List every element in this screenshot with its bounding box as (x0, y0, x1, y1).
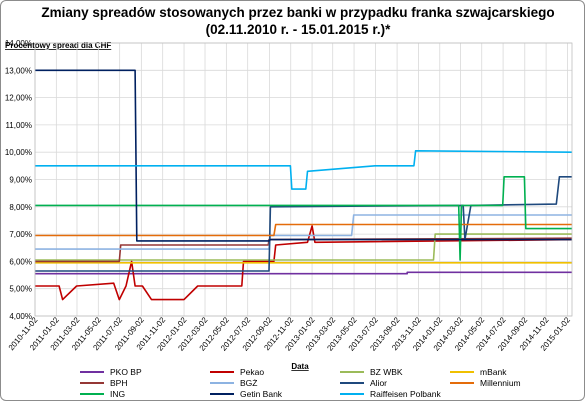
legend-label: BPH (110, 378, 127, 388)
axes: 14,00% 13,00% 12,00% 11,00% 10,00% 9,00% 8,00%… (5, 39, 573, 353)
legend-label: BZ WBK (370, 367, 403, 377)
series-line (35, 271, 572, 275)
y-tick-label: 12,00% (5, 94, 32, 103)
legend-label: mBank (480, 367, 507, 377)
y-tick-label: 8,00% (9, 203, 32, 212)
series-line (35, 223, 572, 237)
legend-label: Millennium (480, 378, 521, 388)
series-line (35, 150, 573, 190)
legend-label: Raiffeisen Polbank (370, 389, 441, 399)
grid (34, 42, 572, 317)
series-line (35, 225, 573, 301)
y-tick-label: 5,00% (9, 285, 32, 294)
legend-label: BGŻ (240, 378, 257, 388)
legend: PKO BP Pekao BZ WBK mBank BPH BGŻ Alior Millenn… (80, 367, 521, 399)
plot-border (34, 42, 573, 317)
legend-label: Alior (370, 378, 387, 388)
x-axis-label: Data (291, 362, 309, 371)
y-tick-label: 6,00% (9, 257, 32, 266)
y-axis-label: Procentowy spread dla CHF (5, 41, 111, 50)
series-line (35, 233, 572, 261)
legend-label: Pekao (240, 367, 264, 377)
series-line (35, 69, 572, 242)
y-tick-label: 9,00% (9, 176, 32, 185)
y-tick-label: 14,00% (5, 39, 32, 48)
y-tick-label: 4,00% (9, 312, 32, 321)
chart-title-line1: Zmiany spreadów stosowanych przez banki … (41, 5, 554, 20)
y-tick-label: 13,00% (5, 66, 32, 75)
y-tick-label: 7,00% (9, 230, 32, 239)
y-tick-label: 11,00% (5, 121, 32, 130)
legend-label: PKO BP (110, 367, 142, 377)
legend-label: ING (110, 389, 125, 399)
chart-title-line2: (02.11.2010 r. - 15.01.2015 r.)* (206, 22, 391, 37)
legend-label: Getin Bank (240, 389, 283, 399)
series-layer (35, 69, 573, 301)
series-line (35, 214, 572, 250)
series-line (35, 176, 572, 261)
y-tick-label: 10,00% (5, 148, 32, 157)
